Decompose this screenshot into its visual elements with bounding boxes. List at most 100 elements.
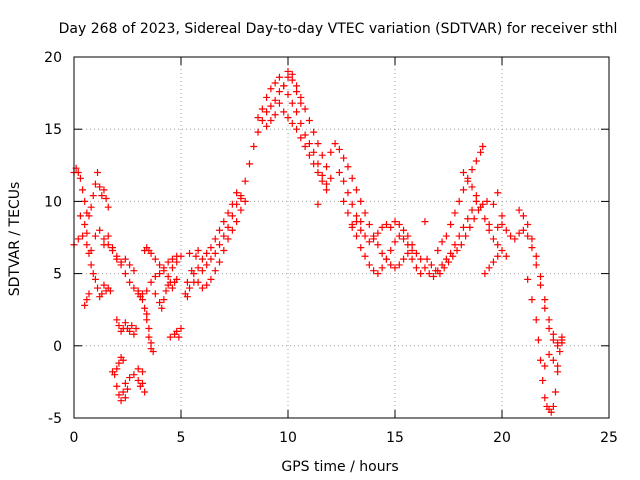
data-point <box>166 333 174 341</box>
data-point <box>91 275 99 283</box>
data-point <box>254 128 262 136</box>
data-point <box>113 255 121 263</box>
x-tick-label: 0 <box>70 430 79 446</box>
data-point <box>489 258 497 266</box>
data-point <box>186 284 194 292</box>
data-point <box>183 278 191 286</box>
data-point <box>297 134 305 142</box>
data-point <box>280 82 288 90</box>
data-point <box>541 296 549 304</box>
data-point <box>417 255 425 263</box>
data-point <box>160 267 168 275</box>
data-point <box>365 238 373 246</box>
data-point <box>138 368 146 376</box>
data-point <box>318 151 326 159</box>
data-point <box>335 145 343 153</box>
data-point <box>228 200 236 208</box>
data-point <box>494 252 502 260</box>
data-point <box>391 238 399 246</box>
data-point <box>447 249 455 257</box>
data-point <box>198 284 206 292</box>
data-point <box>327 174 335 182</box>
data-point <box>203 249 211 257</box>
data-point <box>203 281 211 289</box>
data-point <box>267 117 275 125</box>
data-point <box>545 324 553 332</box>
chart-title: Day 268 of 2023, Sidereal Day-to-day VTE… <box>59 21 618 37</box>
data-point <box>549 402 557 410</box>
data-point <box>494 189 502 197</box>
data-point <box>134 365 142 373</box>
data-point <box>335 169 343 177</box>
data-point <box>477 148 485 156</box>
data-point <box>288 99 296 107</box>
data-point <box>470 215 478 223</box>
data-point <box>186 249 194 257</box>
data-point <box>207 255 215 263</box>
data-point <box>263 122 271 130</box>
data-point <box>85 290 93 298</box>
data-point <box>83 241 91 249</box>
data-point <box>537 356 545 364</box>
data-point <box>427 261 435 269</box>
data-point <box>404 249 412 257</box>
data-point <box>85 212 93 220</box>
data-point <box>370 235 378 243</box>
data-point <box>382 255 390 263</box>
data-point <box>472 192 480 200</box>
x-tick-label: 15 <box>386 430 404 446</box>
y-tick-label: 5 <box>53 267 62 283</box>
data-point <box>211 235 219 243</box>
data-point <box>532 261 540 269</box>
data-point <box>130 267 138 275</box>
data-point <box>323 186 331 194</box>
data-point <box>387 246 395 254</box>
data-point <box>545 316 553 324</box>
data-point <box>241 197 249 205</box>
data-point <box>498 246 506 254</box>
data-point <box>275 73 283 81</box>
y-tick-label: -5 <box>48 411 62 427</box>
data-point <box>430 272 438 280</box>
data-point <box>408 241 416 249</box>
data-point <box>113 365 121 373</box>
data-point <box>481 270 489 278</box>
data-point <box>241 177 249 185</box>
data-point <box>284 67 292 75</box>
data-point <box>515 229 523 237</box>
data-point <box>100 241 108 249</box>
data-point <box>113 382 121 390</box>
data-point <box>357 218 365 226</box>
data-point <box>126 374 134 382</box>
data-point <box>284 114 292 122</box>
data-point <box>344 189 352 197</box>
data-point <box>216 258 224 266</box>
data-point <box>89 192 97 200</box>
data-point <box>160 296 168 304</box>
data-point <box>348 174 356 182</box>
x-axis-label: GPS time / hours <box>281 459 398 475</box>
data-point <box>541 394 549 402</box>
data-point <box>145 333 153 341</box>
data-point <box>400 255 408 263</box>
data-point <box>162 287 170 295</box>
data-point <box>83 296 91 304</box>
data-point <box>318 177 326 185</box>
data-point <box>374 241 382 249</box>
data-point <box>519 226 527 234</box>
data-point <box>156 298 164 306</box>
data-point <box>434 246 442 254</box>
data-point <box>100 186 108 194</box>
data-point <box>344 163 352 171</box>
data-point <box>310 160 318 168</box>
data-point <box>408 255 416 263</box>
data-point <box>113 316 121 324</box>
data-point <box>106 287 114 295</box>
data-point <box>216 226 224 234</box>
data-point <box>109 244 117 252</box>
data-point <box>203 261 211 269</box>
data-point <box>361 209 369 217</box>
data-point <box>128 322 136 330</box>
data-point <box>481 215 489 223</box>
